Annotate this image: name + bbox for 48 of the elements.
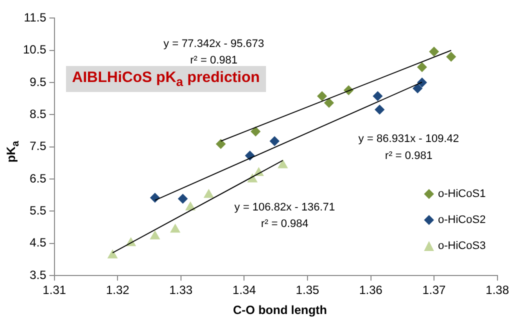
point: [107, 249, 118, 258]
point: [417, 78, 428, 88]
y-tick-label: 6.5: [30, 171, 47, 186]
annotation: y = 77.342x - 95.673: [164, 38, 264, 50]
x-tick-label: 1.35: [296, 283, 320, 298]
x-tick-label: 1.32: [106, 283, 130, 298]
point: [374, 104, 385, 115]
x-tick-label: 1.34: [232, 283, 256, 298]
point: [216, 139, 226, 150]
point: [429, 46, 440, 57]
annotation: y = 86.931x - 109.42: [358, 133, 460, 146]
point: [204, 188, 214, 198]
y-tick-label: 10.5: [22, 42, 47, 57]
x-tick-label: 1.37: [422, 283, 446, 298]
point: [417, 62, 428, 72]
x-tick-label: 1.38: [486, 283, 510, 298]
point: [324, 98, 334, 108]
point: [178, 194, 188, 204]
y-tick-label: 8.5: [30, 107, 47, 122]
point: [412, 83, 423, 94]
x-tick-label: 1.31: [42, 283, 66, 298]
y-tick-label: 9.5: [30, 74, 47, 89]
legend-label: o-HiCoS2: [438, 214, 486, 226]
y-tick-label: 11.5: [24, 10, 47, 25]
point: [372, 91, 383, 102]
point: [278, 159, 288, 168]
annotation: y = 106.82x - 136.71: [234, 201, 336, 214]
point: [170, 224, 180, 233]
x-axis-title: C-O bond length: [232, 303, 328, 317]
annotation: r² = 0.981: [190, 54, 238, 67]
y-tick-label: 4.5: [30, 236, 47, 250]
x-tick-label: 1.36: [359, 283, 383, 298]
point: [150, 192, 160, 203]
point: [185, 201, 196, 210]
x-tick-label: 1.33: [169, 283, 193, 298]
point: [150, 230, 160, 240]
text: AIBLHiCoS pK$_{a}$ prediction: [66, 66, 266, 92]
point: [270, 136, 280, 146]
annotation: r² = 0.981: [385, 150, 432, 162]
annotation: r² = 0.984: [261, 218, 308, 230]
y-tick-label: 3.5: [30, 268, 47, 282]
legend-label: o-HiCoS3: [438, 240, 486, 252]
point: [317, 91, 328, 102]
point: [446, 52, 456, 62]
y-tick-label: 7.5: [30, 139, 47, 154]
legend-label: o-HiCoS1: [438, 188, 486, 200]
point: [250, 126, 261, 136]
y-tick-label: 5.5: [30, 204, 47, 218]
